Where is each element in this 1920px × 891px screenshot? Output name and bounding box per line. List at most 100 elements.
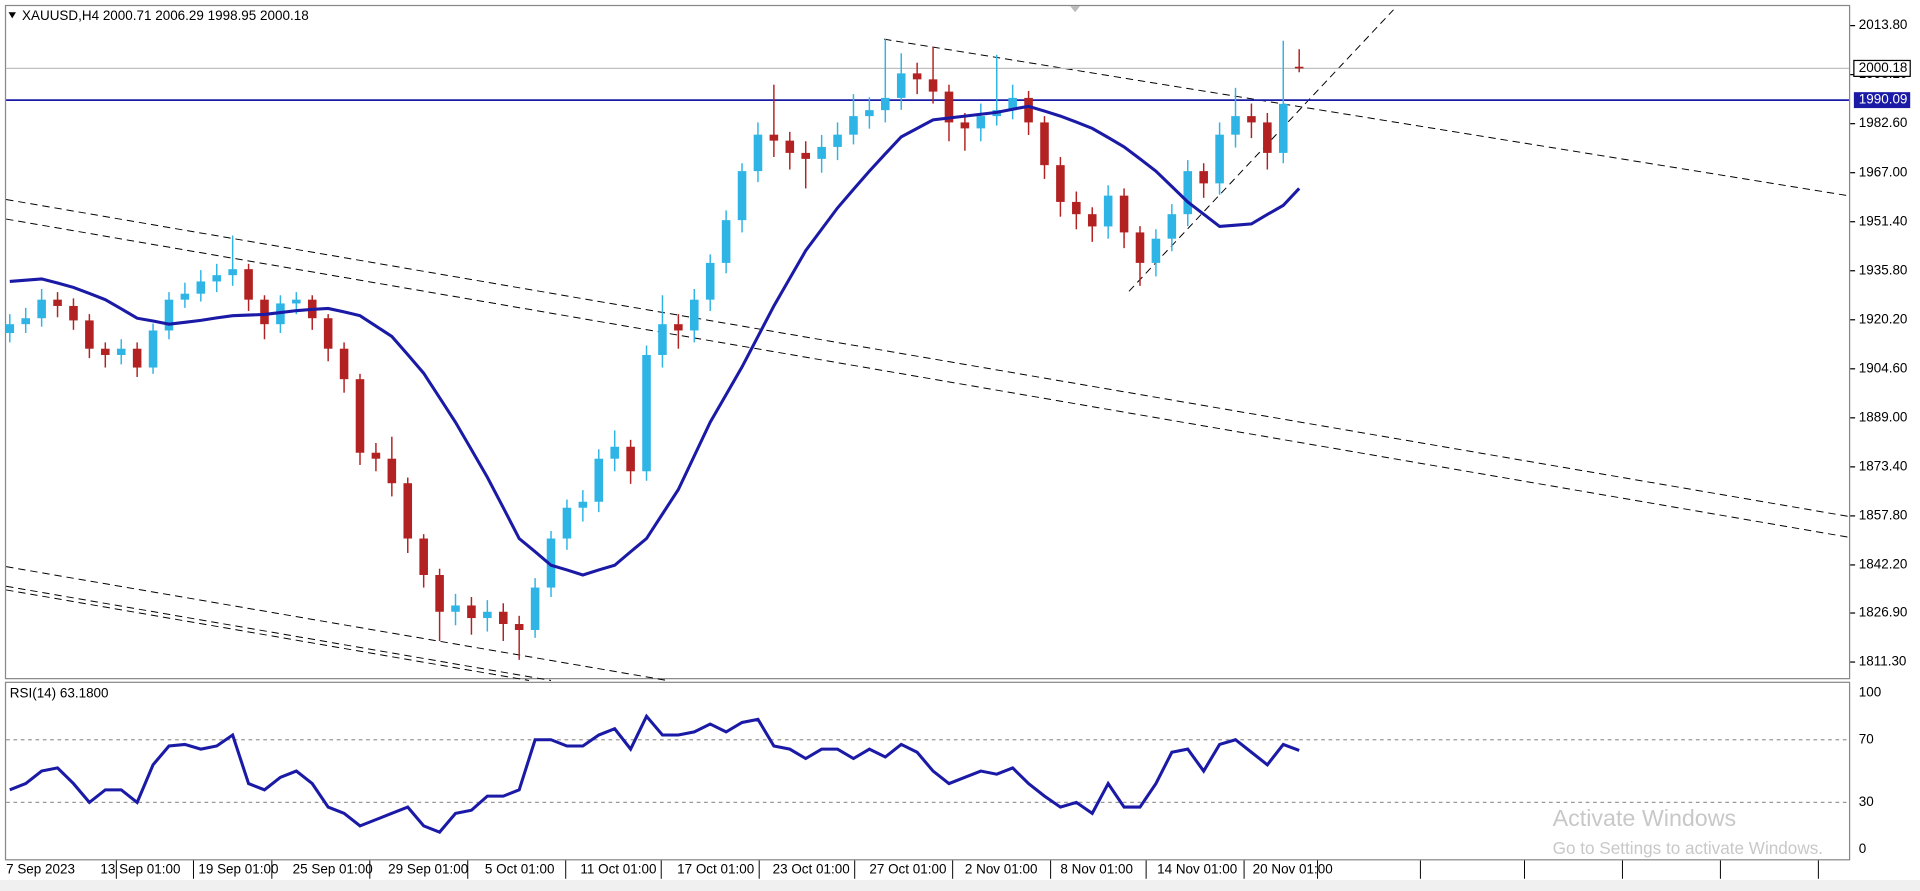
- candle-body: [467, 605, 476, 619]
- candle-body: [1087, 214, 1097, 227]
- trendline: [1128, 9, 1394, 292]
- candle-body: [1231, 116, 1240, 135]
- candle-body: [387, 458, 397, 484]
- rsi-tick-label: 70: [1859, 731, 1874, 746]
- candle-body: [498, 611, 508, 625]
- candle-body: [785, 140, 795, 153]
- x-tick-label: 27 Oct 01:00: [869, 862, 946, 877]
- x-tick-label: 25 Sep 01:00: [293, 862, 373, 877]
- candle-body: [37, 299, 46, 319]
- moving-average: [9, 104, 1301, 577]
- candle-body: [292, 299, 301, 304]
- candle-body: [132, 348, 142, 368]
- rsi-title: RSI(14) 63.1800: [10, 686, 109, 701]
- x-tick-label: 7 Sep 2023: [6, 862, 75, 877]
- y-tick-label: 1904.60: [1859, 360, 1908, 375]
- candle-body: [1247, 116, 1256, 123]
- candle-body: [339, 348, 349, 380]
- candle-body: [737, 171, 747, 221]
- rsi-tick-label: 0: [1859, 841, 1866, 856]
- y-tick-label: 1935.80: [1859, 262, 1908, 277]
- candle-body: [53, 299, 62, 306]
- candle-body: [403, 483, 413, 539]
- candle-body: [371, 452, 381, 459]
- candle-body: [1040, 122, 1049, 166]
- x-tick-label: 17 Oct 01:00: [677, 862, 754, 877]
- y-tick-label: 1811.30: [1859, 654, 1907, 669]
- y-tick-label: 1951.40: [1859, 213, 1908, 228]
- rsi-tick-label: 100: [1859, 684, 1881, 699]
- y-tick-label: 1826.90: [1859, 605, 1908, 620]
- candle-body: [865, 110, 874, 117]
- price-label: 2000.18: [1859, 60, 1908, 75]
- y-tick-label: 1967.00: [1859, 164, 1908, 179]
- menu-arrow: [8, 12, 16, 19]
- y-tick-label: 1873.40: [1859, 458, 1908, 473]
- candle-body: [323, 318, 333, 349]
- rsi-tick-label: 30: [1859, 794, 1874, 809]
- candle-body: [1151, 238, 1161, 263]
- candle-body: [419, 538, 428, 575]
- candle-body: [626, 446, 635, 472]
- symbol: XAUUSD,H4: [22, 7, 100, 22]
- trendline: [6, 566, 668, 681]
- candle-body: [483, 611, 492, 619]
- candle-body: [212, 275, 222, 282]
- candle-body: [1024, 97, 1033, 123]
- candle-body: [658, 324, 667, 355]
- candle-body: [801, 152, 810, 159]
- rsi-pane: [4, 681, 1851, 861]
- x-tick-label: 13 Sep 01:00: [100, 862, 180, 877]
- candle-body: [5, 324, 15, 333]
- candle-body: [562, 507, 572, 539]
- candle-body: [976, 116, 986, 129]
- trendline: [6, 218, 1850, 538]
- candle-body: [1199, 171, 1208, 184]
- candle-body: [1263, 122, 1272, 153]
- candle-body: [164, 299, 174, 331]
- candle-body: [435, 574, 444, 612]
- open: 2000.71: [103, 7, 152, 22]
- y-tick-label: 1920.20: [1859, 311, 1908, 326]
- candle-body: [769, 134, 779, 141]
- x-tick-label: 8 Nov 01:00: [1060, 862, 1133, 877]
- shift-marker: [1070, 6, 1080, 13]
- watermark-title: Activate Windows: [1553, 805, 1737, 831]
- y-tick-label: 2013.80: [1859, 17, 1908, 32]
- rsi-line: [9, 713, 1300, 834]
- candle-body: [578, 501, 588, 508]
- level-label: 1990.09: [1859, 92, 1908, 107]
- watermark-subtitle: Go to Settings to activate Windows.: [1553, 838, 1823, 858]
- candle-body: [833, 134, 842, 147]
- y-tick-label: 1842.20: [1859, 556, 1908, 571]
- trendline: [6, 589, 530, 681]
- candle-body: [1215, 134, 1224, 184]
- candle-body: [1072, 201, 1081, 215]
- price-box: [1853, 59, 1911, 77]
- candle-body: [1278, 103, 1288, 153]
- candle-body: [690, 299, 699, 331]
- low: 1998.95: [208, 7, 257, 22]
- candle-body: [451, 605, 460, 612]
- x-tick-label: 23 Oct 01:00: [773, 862, 850, 877]
- candle-body: [881, 97, 890, 111]
- trendline: [6, 585, 552, 681]
- x-tick-label: 11 Oct 01:00: [580, 862, 656, 877]
- x-tick-label: 5 Oct 01:00: [485, 862, 555, 877]
- high: 2006.29: [155, 7, 204, 22]
- x-tick-label: 29 Sep 01:00: [388, 862, 468, 877]
- x-tick-label: 20 Nov 01:00: [1253, 862, 1333, 877]
- candle-body: [1008, 97, 1017, 111]
- candle-body: [610, 446, 619, 459]
- main-pane: [4, 4, 1851, 680]
- chart-title: XAUUSD,H4 2000.71 2006.29 1998.95 2000.1…: [22, 7, 309, 22]
- candle-body: [546, 538, 556, 588]
- candle-body: [674, 324, 683, 331]
- candle-body: [1294, 66, 1304, 69]
- level-label-box: [1853, 92, 1911, 109]
- candle-body: [912, 73, 922, 80]
- candle-body: [85, 320, 94, 349]
- x-tick-label: 2 Nov 01:00: [965, 862, 1038, 877]
